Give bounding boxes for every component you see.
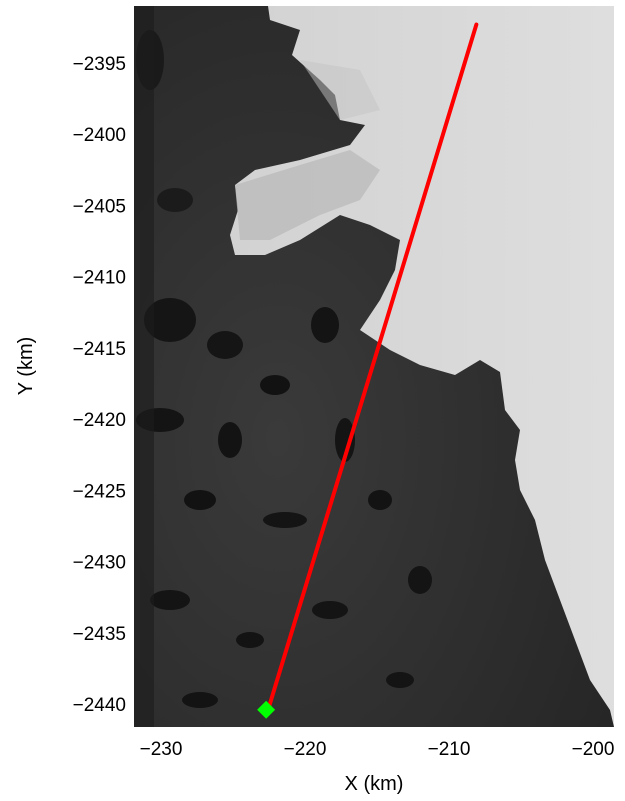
start-marker [257,700,276,719]
y-tick-label: −2410 [73,268,126,289]
y-tick-label: −2405 [73,196,126,217]
y-tick-label: −2425 [73,481,126,502]
x-tick-label: −230 [140,739,183,760]
profile-line [267,22,479,709]
y-axis-label: Y (km) [15,337,37,396]
y-tick-label: −2395 [73,54,126,75]
y-tick-label: −2430 [73,553,126,574]
y-tick-label: −2435 [73,624,126,645]
y-axis-ticks: −2395 −2400 −2405 −2410 −2415 −2420 −2425 −2430… [73,54,126,716]
x-axis-label: X (km) [345,773,404,795]
x-tick-label: −210 [428,739,471,760]
x-tick-label: −200 [572,739,615,760]
y-tick-label: −2400 [73,125,126,146]
x-tick-label: −220 [284,739,327,760]
y-tick-label: −2415 [73,339,126,360]
y-tick-label: −2420 [73,410,126,431]
x-axis-ticks: −230 −220 −210 −200 [140,739,615,760]
y-tick-label: −2440 [73,695,126,716]
data-overlay [257,22,479,719]
